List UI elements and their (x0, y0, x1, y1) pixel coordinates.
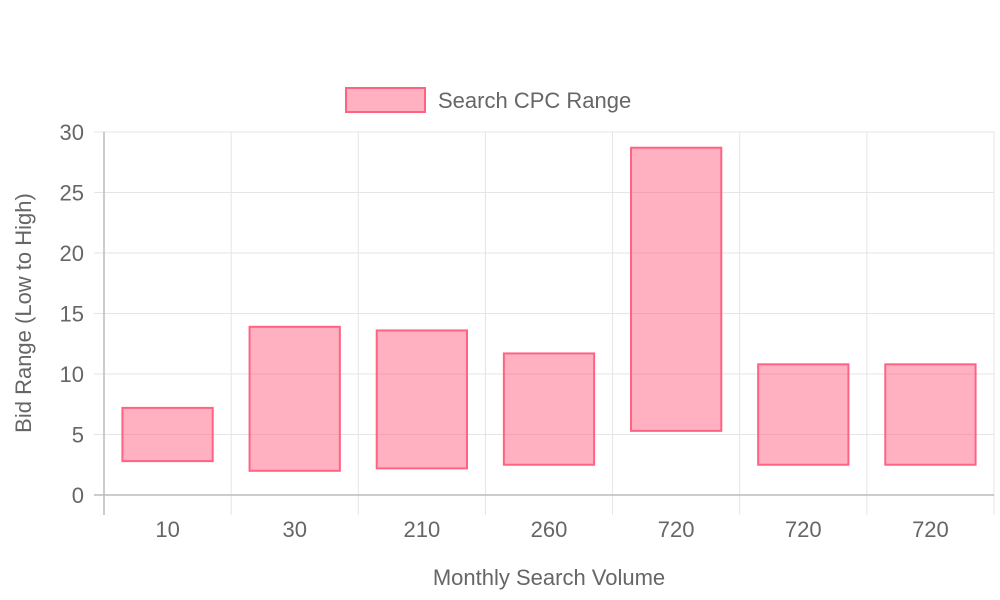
x-tick-label: 720 (785, 517, 822, 542)
x-tick-label: 720 (658, 517, 695, 542)
y-tick-label: 5 (72, 423, 84, 448)
legend-swatch (345, 87, 426, 113)
bar[interactable] (121, 406, 214, 463)
y-tick-label: 25 (60, 181, 84, 206)
bars (121, 146, 977, 472)
x-tick-label: 210 (403, 517, 440, 542)
grid (94, 131, 995, 515)
bar[interactable] (884, 363, 977, 466)
x-tick-label: 10 (155, 517, 179, 542)
x-tick-labels: 10 30 210 260 720 720 720 (155, 517, 948, 542)
bar[interactable] (375, 329, 468, 470)
x-tick-label: 720 (912, 517, 949, 542)
y-tick-labels: 0 5 10 15 20 25 30 (60, 120, 84, 508)
y-tick-label: 10 (60, 362, 84, 387)
x-tick-label: 260 (531, 517, 568, 542)
x-tick-label: 30 (282, 517, 306, 542)
legend[interactable]: Search CPC Range (345, 87, 631, 113)
y-tick-label: 30 (60, 120, 84, 145)
axes (94, 132, 994, 515)
bar[interactable] (248, 325, 341, 472)
bar[interactable] (757, 363, 850, 466)
y-axis-title: Bid Range (Low to High) (11, 193, 36, 433)
y-tick-label: 15 (60, 302, 84, 327)
y-tick-label: 20 (60, 241, 84, 266)
legend-label: Search CPC Range (438, 88, 631, 113)
bar[interactable] (630, 146, 723, 432)
y-tick-label: 0 (72, 483, 84, 508)
x-axis-title: Monthly Search Volume (433, 565, 665, 590)
bar[interactable] (502, 352, 596, 466)
